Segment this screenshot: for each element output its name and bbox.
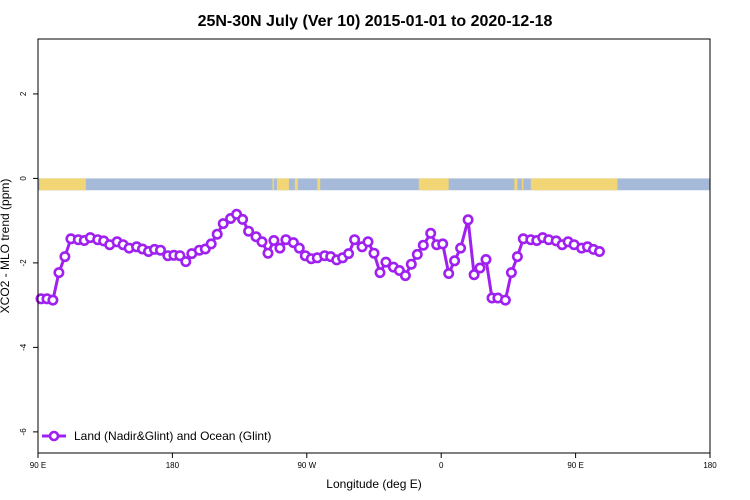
- data-point: [237, 213, 249, 225]
- data-point: [399, 270, 411, 282]
- land-segment: [276, 178, 289, 191]
- x-tick-label: 0: [439, 461, 444, 470]
- series-points-group: [35, 208, 605, 306]
- data-point: [468, 269, 480, 281]
- y-tick-label: 2: [19, 91, 28, 96]
- data-point: [256, 236, 268, 248]
- data-point: [211, 228, 223, 240]
- data-point: [411, 248, 423, 260]
- data-point: [362, 236, 374, 248]
- x-axis: 90 E 180 90 W 0 90 E 180: [30, 453, 717, 470]
- data-point: [425, 227, 437, 239]
- data-point: [205, 238, 217, 250]
- data-point: [155, 244, 167, 256]
- chart-title: 25N-30N July (Ver 10) 2015-01-01 to 2020…: [198, 13, 553, 30]
- data-point: [349, 234, 361, 246]
- land-segment: [39, 178, 86, 191]
- data-point: [405, 258, 417, 270]
- land-segment: [418, 178, 449, 191]
- data-point: [443, 267, 455, 279]
- data-point: [593, 246, 605, 258]
- land-segment: [521, 178, 524, 191]
- legend-marker-swatch: [48, 430, 60, 442]
- y-tick-label: 0: [19, 176, 28, 181]
- data-point: [480, 254, 492, 266]
- data-point: [499, 294, 511, 306]
- data-point: [217, 218, 229, 230]
- land-segment: [317, 178, 321, 191]
- y-tick-label: -4: [19, 343, 28, 351]
- data-point: [455, 242, 467, 254]
- land-segment: [514, 178, 518, 191]
- data-point: [274, 242, 286, 254]
- legend-entry-label: Land (Nadir&Glint) and Ocean (Glint): [74, 429, 271, 443]
- legend: Land (Nadir&Glint) and Ocean (Glint): [42, 429, 271, 443]
- y-tick-label: -6: [19, 428, 28, 436]
- data-point: [47, 294, 59, 306]
- land-segment: [272, 178, 274, 191]
- data-point: [437, 238, 449, 250]
- data-point: [293, 242, 305, 254]
- x-tick-label: 90 E: [567, 461, 583, 470]
- data-point: [462, 214, 474, 226]
- data-point: [59, 251, 71, 263]
- data-point: [180, 256, 192, 268]
- plot-frame: [37, 38, 711, 454]
- land-ocean-band: [38, 178, 710, 191]
- x-tick-label: 180: [166, 461, 180, 470]
- x-tick-label: 90 W: [297, 461, 316, 470]
- land-segment: [294, 178, 298, 191]
- data-point: [343, 248, 355, 260]
- x-tick-label: 90 E: [30, 461, 46, 470]
- data-point: [368, 247, 380, 259]
- data-point: [474, 262, 486, 274]
- y-axis: 2 0 -2 -4 -6: [19, 91, 38, 435]
- data-point: [262, 247, 274, 259]
- x-axis-label: Longitude (deg E): [326, 477, 421, 491]
- data-point: [53, 267, 65, 279]
- data-point: [505, 267, 517, 279]
- y-axis-label: XCO2 - MLO trend (ppm): [0, 179, 12, 314]
- x-tick-label: 180: [703, 461, 717, 470]
- land-segment: [530, 178, 618, 191]
- data-point: [449, 255, 461, 267]
- data-point: [380, 256, 392, 268]
- ocean-band: [38, 178, 710, 191]
- data-point: [417, 239, 429, 251]
- y-tick-label: -2: [19, 259, 28, 267]
- data-point: [243, 225, 255, 237]
- data-point: [374, 267, 386, 279]
- data-point: [268, 235, 280, 247]
- data-point: [511, 251, 523, 263]
